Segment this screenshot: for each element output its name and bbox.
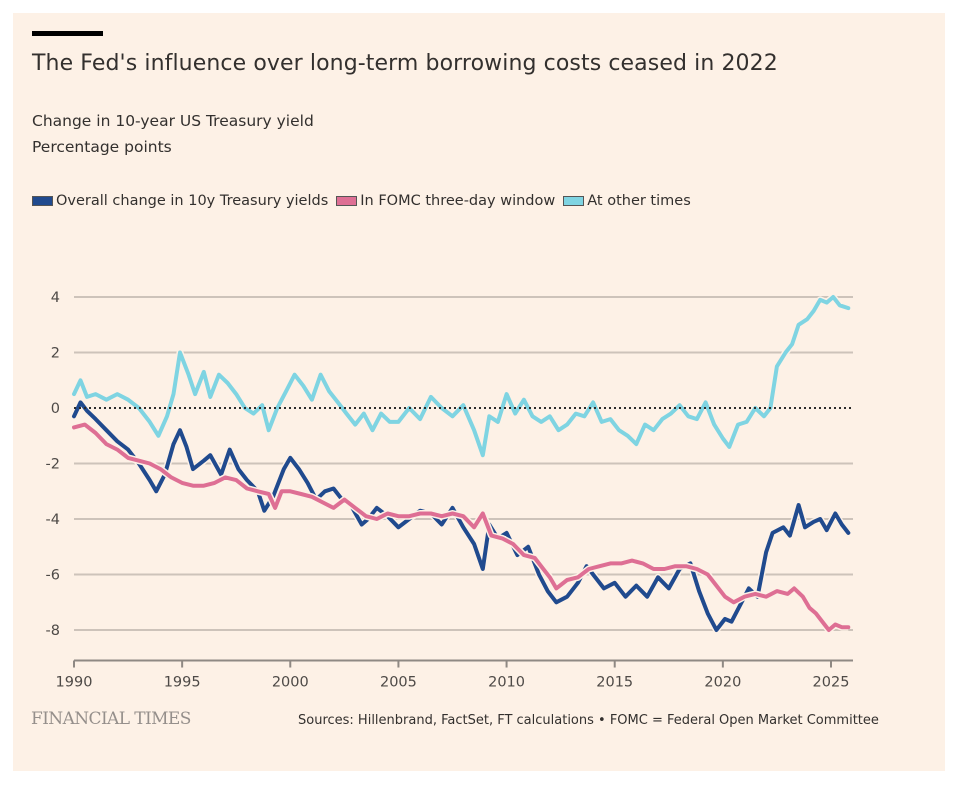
series-lines	[70, 293, 853, 634]
y-tick-label: -4	[46, 512, 60, 528]
y-axis: 4 2 0 -2 -4 -6 -8	[46, 290, 60, 639]
ft-logo: FINANCIAL TIMES	[31, 709, 191, 729]
x-tick-label: 2000	[272, 675, 309, 691]
x-tick-label: 2015	[596, 675, 633, 691]
subtitle-line: Change in 10-year US Treasury yield	[32, 112, 314, 130]
chart-card	[13, 13, 945, 771]
legend-label-other: At other times	[587, 193, 691, 209]
x-tick-label: 2005	[380, 675, 417, 691]
legend-swatch-fomc	[336, 196, 358, 206]
y-tick-label: -8	[46, 623, 60, 639]
x-tick-label: 1990	[56, 675, 93, 691]
legend-swatch-other	[563, 196, 585, 206]
y-tick-label: -2	[46, 457, 60, 473]
legend-item-fomc: In FOMC three-day window	[336, 193, 555, 209]
y-tick-label: 0	[51, 401, 60, 417]
legend-swatch-overall	[32, 196, 53, 206]
x-tick-label: 1995	[164, 675, 201, 691]
unit-label: Percentage points	[32, 138, 172, 156]
legend-label-overall: Overall change in 10y Treasury yields	[56, 193, 329, 209]
x-tick-label: 2025	[813, 675, 850, 691]
y-tick-label: -6	[46, 568, 60, 584]
y-tick-label: 2	[51, 346, 60, 362]
chart-subtitle: Change in 10-year US Treasury yield Perc…	[32, 108, 314, 160]
series-line-overall	[72, 400, 851, 632]
title-accent-bar	[32, 31, 103, 36]
x-tick-label: 2020	[704, 675, 741, 691]
x-tick-label: 2010	[488, 675, 525, 691]
legend-label-fomc: In FOMC three-day window	[360, 193, 556, 209]
legend-item-overall: Overall change in 10y Treasury yields	[32, 193, 328, 209]
legend: Overall change in 10y Treasury yields In…	[32, 193, 699, 209]
source-note: Sources: Hillenbrand, FactSet, FT calcul…	[298, 713, 879, 728]
y-tick-label: 4	[51, 290, 60, 306]
series-line-fomc	[72, 422, 851, 632]
legend-item-other: At other times	[563, 193, 691, 209]
series-line-other	[72, 295, 851, 458]
chart-title: The Fed's influence over long-term borro…	[32, 51, 778, 76]
x-axis: 1990 1995 2000 2005 2010 2015 2020 2025	[56, 659, 853, 691]
